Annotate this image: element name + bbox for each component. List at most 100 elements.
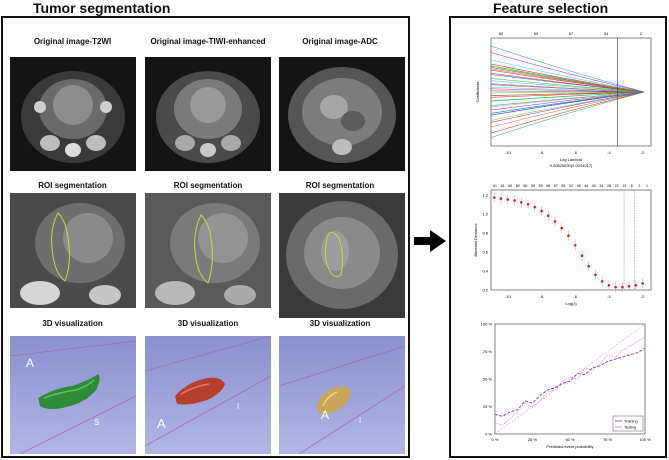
x-tick-label: 25 % — [528, 437, 538, 442]
cv-point — [634, 283, 638, 287]
x-tick-label: -8 — [540, 150, 544, 155]
coefficient-path — [490, 52, 645, 93]
cv-point — [641, 282, 644, 285]
coefficient-path — [490, 91, 645, 98]
top-tick-label: 55 — [561, 184, 565, 188]
roi-contour-1 — [51, 212, 70, 282]
t2wi-render — [21, 71, 125, 163]
top-tick-label: 44 — [584, 184, 588, 188]
y-tick-label: 0.4 — [482, 268, 488, 273]
top-tick-label: 28 — [607, 184, 611, 188]
cv-point — [567, 234, 570, 238]
y-tick-label: 0.2 — [482, 288, 488, 293]
tumor-3d-tan — [279, 345, 405, 454]
x-tick-label: -2 — [641, 150, 645, 155]
cv-point — [513, 199, 516, 202]
cv-deviance-svg: 61 61 60 60 60 59 59 58 57 55 52 46 44 40 34 28 22 13 6 2 1-… — [473, 184, 652, 306]
tumor-3d-red — [145, 336, 271, 447]
top-tick-label: 60 — [499, 31, 504, 36]
feature-selection-panel: 60 59 57 34 2 -10 -8 -6 -4 -2 Log Lambda 0.00825830… — [449, 16, 667, 458]
x-tick-label: 50 % — [565, 437, 575, 442]
x-tick-label: -4 — [607, 150, 611, 155]
top-tick-label: 59 — [539, 184, 543, 188]
adc-render — [288, 67, 396, 163]
plot-frame — [490, 37, 652, 147]
cv-point — [573, 243, 577, 247]
plot-frame — [494, 323, 646, 435]
coefficient-path — [490, 91, 645, 94]
x-tick-label: 75 % — [603, 437, 613, 442]
cv-point — [540, 209, 543, 213]
calibration-chart: 0 % 25 % 50 % 75 % 100 % 100 % 75 % 50 % 25 % 0 %… — [471, 318, 661, 453]
tumor-3d-green — [10, 340, 136, 454]
t1wi-render — [156, 71, 260, 163]
top-tick-label: 34 — [599, 184, 603, 188]
top-tick-label: 1 — [646, 184, 648, 188]
cv-point — [533, 205, 537, 209]
cv-deviance-chart: 61 61 60 60 60 59 59 58 57 55 52 46 44 40 34 28 22 13 6 2 1-… — [471, 176, 661, 316]
coefficient-path — [490, 65, 645, 93]
coefficient-path — [490, 91, 645, 138]
top-tick-label: 57 — [554, 184, 558, 188]
cv-point — [600, 280, 604, 283]
x-tick-label: 0 % — [492, 437, 499, 442]
y-axis-label: Binomial Deviance — [473, 223, 478, 257]
axis-letter-a-3: A — [321, 408, 330, 422]
x-axis-label: Log Lambda — [560, 157, 583, 162]
top-tick-label: 59 — [534, 31, 539, 36]
coefficient-path — [490, 91, 645, 111]
cv-point — [580, 254, 584, 258]
axis-letter-a-1: A — [26, 356, 35, 370]
label-adc: Original image-ADC — [302, 37, 378, 46]
image-roi-t1wi — [145, 193, 271, 308]
top-tick-label: 60 — [523, 184, 527, 188]
coefficient-path — [490, 91, 645, 108]
y-tick-label: 0 % — [485, 432, 492, 437]
y-axis-label: Coefficients — [475, 82, 480, 103]
cv-point — [506, 198, 510, 201]
right-title: Feature selection — [493, 0, 609, 16]
y-tick-label: 100 % — [481, 322, 493, 327]
top-tick-label: 22 — [615, 184, 619, 188]
cv-point — [587, 264, 590, 268]
y-tick-label: 1.0 — [482, 211, 488, 216]
x-tick-label: -10 — [505, 150, 512, 155]
label-roi-1: ROI segmentation — [38, 181, 107, 190]
y-tick-label: 0.8 — [482, 230, 488, 235]
y-tick-label: 50 % — [483, 377, 493, 382]
roi-contour-3 — [324, 232, 344, 278]
coefficient-path — [490, 91, 645, 102]
x-tick-label: -4 — [607, 294, 611, 299]
top-tick-label: 2 — [640, 31, 643, 36]
cv-point — [493, 196, 496, 199]
roi-t1wi-render — [145, 193, 271, 308]
x-tick-label: -6 — [573, 294, 577, 299]
cv-point — [499, 197, 503, 200]
calibration-line-testing — [494, 336, 646, 426]
cv-point — [546, 214, 550, 218]
coefficient-path — [490, 73, 645, 93]
x-tick-label: -8 — [540, 294, 544, 299]
axis-letter-s-1: S — [94, 418, 100, 427]
top-tick-label: 46 — [577, 184, 581, 188]
roi-adc-render — [279, 193, 405, 318]
roi-contour-2 — [194, 214, 213, 284]
y-tick-label: 1.2 — [482, 192, 488, 197]
axis-letter-a-2: A — [157, 416, 166, 431]
y-tick-label: 25 % — [483, 404, 493, 409]
cv-point — [520, 201, 523, 204]
axis-letter-i-2: I — [237, 402, 240, 411]
cv-point — [560, 226, 564, 230]
legend-label: Training — [624, 420, 638, 424]
cv-point — [621, 285, 624, 289]
cv-point — [607, 283, 611, 287]
left-title: Tumor segmentation — [33, 0, 171, 16]
axis-letter-i-3: I — [359, 416, 362, 425]
y-tick-label: 0.6 — [482, 249, 488, 254]
top-tick-label: 34 — [604, 31, 609, 36]
lasso-path-chart: 60 59 57 34 2 -10 -8 -6 -4 -2 Log Lambda 0.00825830… — [471, 26, 661, 176]
plot-frame — [490, 189, 652, 291]
legend-label: Testing — [624, 426, 636, 430]
label-roi-2: ROI segmentation — [173, 181, 243, 190]
top-tick-label: 57 — [569, 31, 574, 36]
